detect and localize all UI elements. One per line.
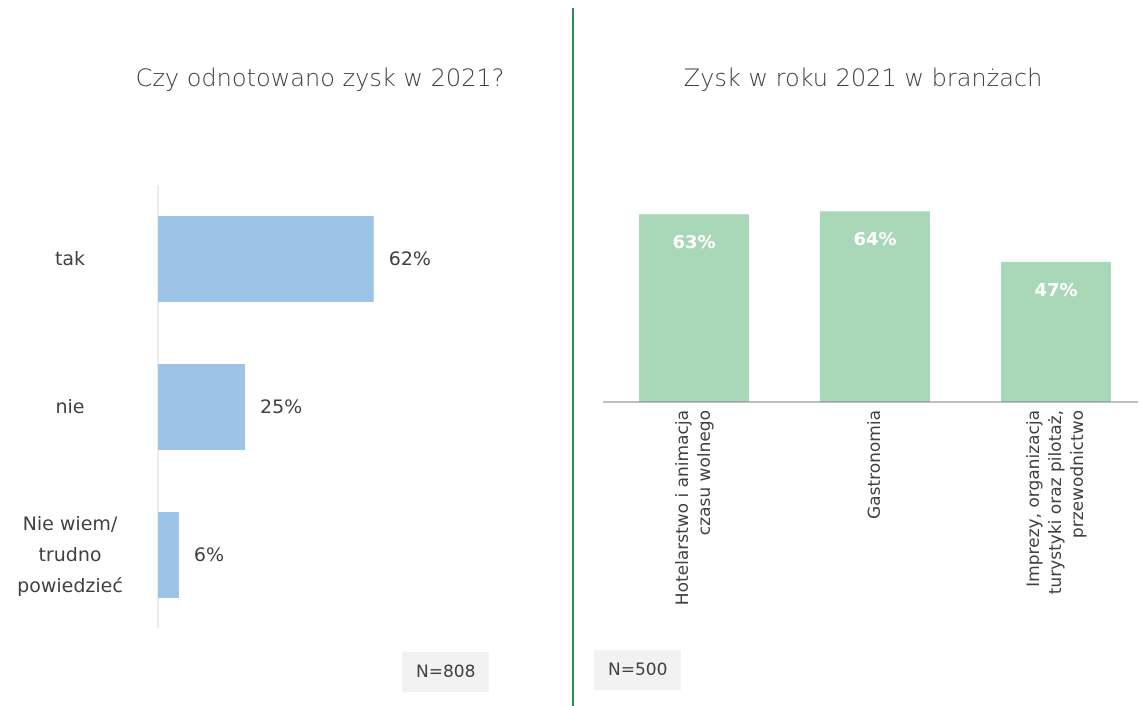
bar — [820, 211, 930, 402]
bar — [639, 214, 749, 402]
bar — [158, 512, 179, 598]
value-label: 64% — [853, 229, 897, 251]
bar — [1001, 261, 1111, 402]
chart-title: Czy odnotowano zysk w 2021? — [135, 64, 505, 92]
value-label: 6% — [193, 544, 225, 566]
category-label: Hotelarstwo i animacja czasu wolnego — [673, 410, 715, 606]
value-label: 47% — [1034, 279, 1078, 301]
sample-note: N=500 — [594, 650, 682, 690]
value-label: 25% — [260, 396, 303, 418]
category-label: nie — [55, 395, 85, 418]
category-label: Gastronomia — [865, 410, 885, 520]
category-label: Nie wiem/ trudno powiedzieć — [17, 512, 123, 597]
value-label: 63% — [672, 232, 716, 254]
category-label: tak — [54, 247, 86, 270]
bar — [158, 216, 374, 302]
sample-note: N=808 — [402, 652, 490, 692]
value-label: 62% — [388, 248, 431, 270]
bar — [158, 364, 245, 450]
category-label: Imprezy, organizacja turystyki oraz pilo… — [1024, 410, 1088, 595]
chart-title: Zysk w roku 2021 w branżach — [683, 64, 1043, 92]
